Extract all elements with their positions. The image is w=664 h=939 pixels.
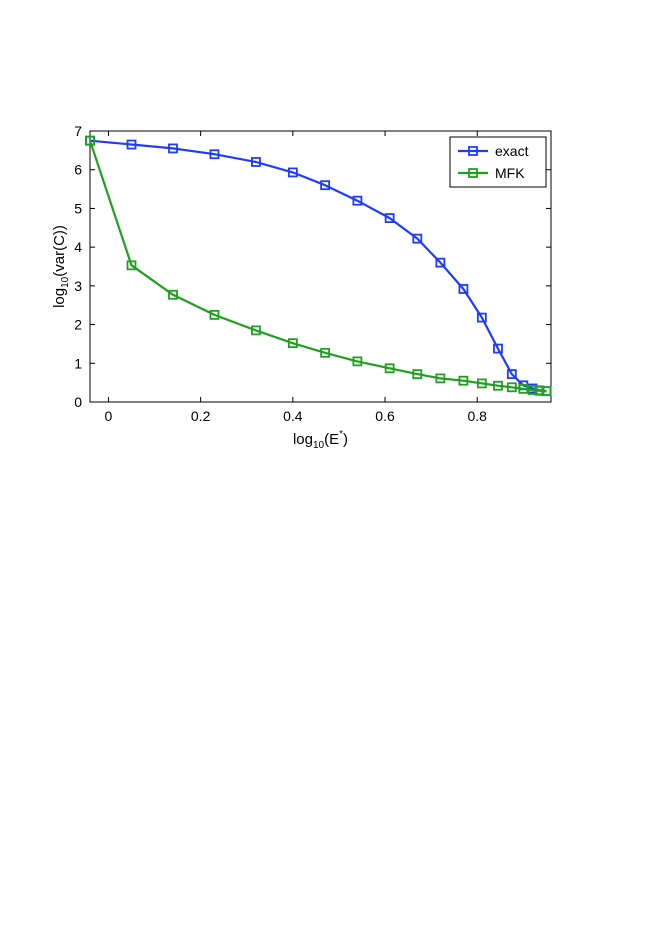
data-point xyxy=(541,386,552,397)
x-axis-label-end: ) xyxy=(343,431,348,448)
y-axis-label-end: (var(C)) xyxy=(51,225,68,277)
x-tick-label: 0 xyxy=(105,408,113,424)
data-point xyxy=(168,289,178,300)
data-point xyxy=(320,180,331,191)
data-point xyxy=(287,167,298,178)
x-tick-label: 0.2 xyxy=(191,408,211,424)
y-tick-label: 1 xyxy=(74,355,82,371)
series-layer xyxy=(85,135,552,397)
x-axis-label-mid: (E xyxy=(324,431,339,448)
axis-ticks: 0 0.2 0.4 0.6 0.8 0 1 2 3 4 5 6 7 xyxy=(74,123,551,424)
y-tick-label: 3 xyxy=(74,278,82,294)
data-point xyxy=(287,338,298,349)
x-axis-label-base: log xyxy=(293,431,313,448)
y-tick-label: 4 xyxy=(74,239,82,255)
data-point xyxy=(251,325,261,336)
y-tick-label: 2 xyxy=(74,317,82,333)
legend-box xyxy=(449,136,547,188)
data-point xyxy=(352,356,363,367)
data-point xyxy=(435,257,446,268)
data-point xyxy=(384,363,395,374)
x-tick-label: 0.8 xyxy=(468,408,488,424)
y-axis-label: log10(var(C)) xyxy=(51,225,71,308)
data-point xyxy=(320,347,331,358)
data-point xyxy=(412,369,423,380)
data-point xyxy=(458,284,469,294)
data-point xyxy=(435,373,446,384)
x-tick-label: 0.4 xyxy=(283,408,303,424)
series-line xyxy=(88,140,547,393)
legend-marker xyxy=(468,168,478,178)
x-axis-label-sup: * xyxy=(339,429,343,440)
legend-label: MFK xyxy=(495,165,525,181)
x-axis-label: log10(E*) xyxy=(293,429,348,451)
legend-marker xyxy=(468,146,478,156)
data-point xyxy=(85,135,95,146)
legend-entries: exact MFK xyxy=(458,143,529,181)
data-point xyxy=(476,312,487,323)
data-point xyxy=(493,343,503,354)
data-point xyxy=(352,195,363,206)
data-point xyxy=(506,382,517,393)
data-point xyxy=(209,309,220,320)
y-tick-label: 6 xyxy=(74,162,82,178)
legend-label: exact xyxy=(495,143,529,159)
x-tick-label: 0.6 xyxy=(375,408,395,424)
y-tick-label: 7 xyxy=(74,123,82,139)
x-axis-label-sub: 10 xyxy=(313,440,325,451)
data-point xyxy=(168,143,178,154)
data-point xyxy=(384,213,395,224)
data-point xyxy=(209,149,220,160)
data-point xyxy=(251,157,261,167)
series-mfk xyxy=(85,135,552,397)
data-point xyxy=(527,385,538,395)
data-point xyxy=(458,375,469,386)
data-point xyxy=(126,260,137,271)
y-tick-label: 5 xyxy=(74,200,82,216)
data-point xyxy=(534,385,545,396)
data-point xyxy=(506,369,517,380)
legend: exact MFK xyxy=(449,136,547,188)
data-point xyxy=(476,378,487,389)
data-point xyxy=(493,380,503,391)
data-point xyxy=(518,383,529,394)
y-axis-label-sub: 10 xyxy=(60,276,71,288)
y-axis-label-base: log xyxy=(51,288,68,308)
data-point xyxy=(126,139,137,150)
data-point xyxy=(412,233,423,244)
y-tick-label: 0 xyxy=(74,394,82,410)
